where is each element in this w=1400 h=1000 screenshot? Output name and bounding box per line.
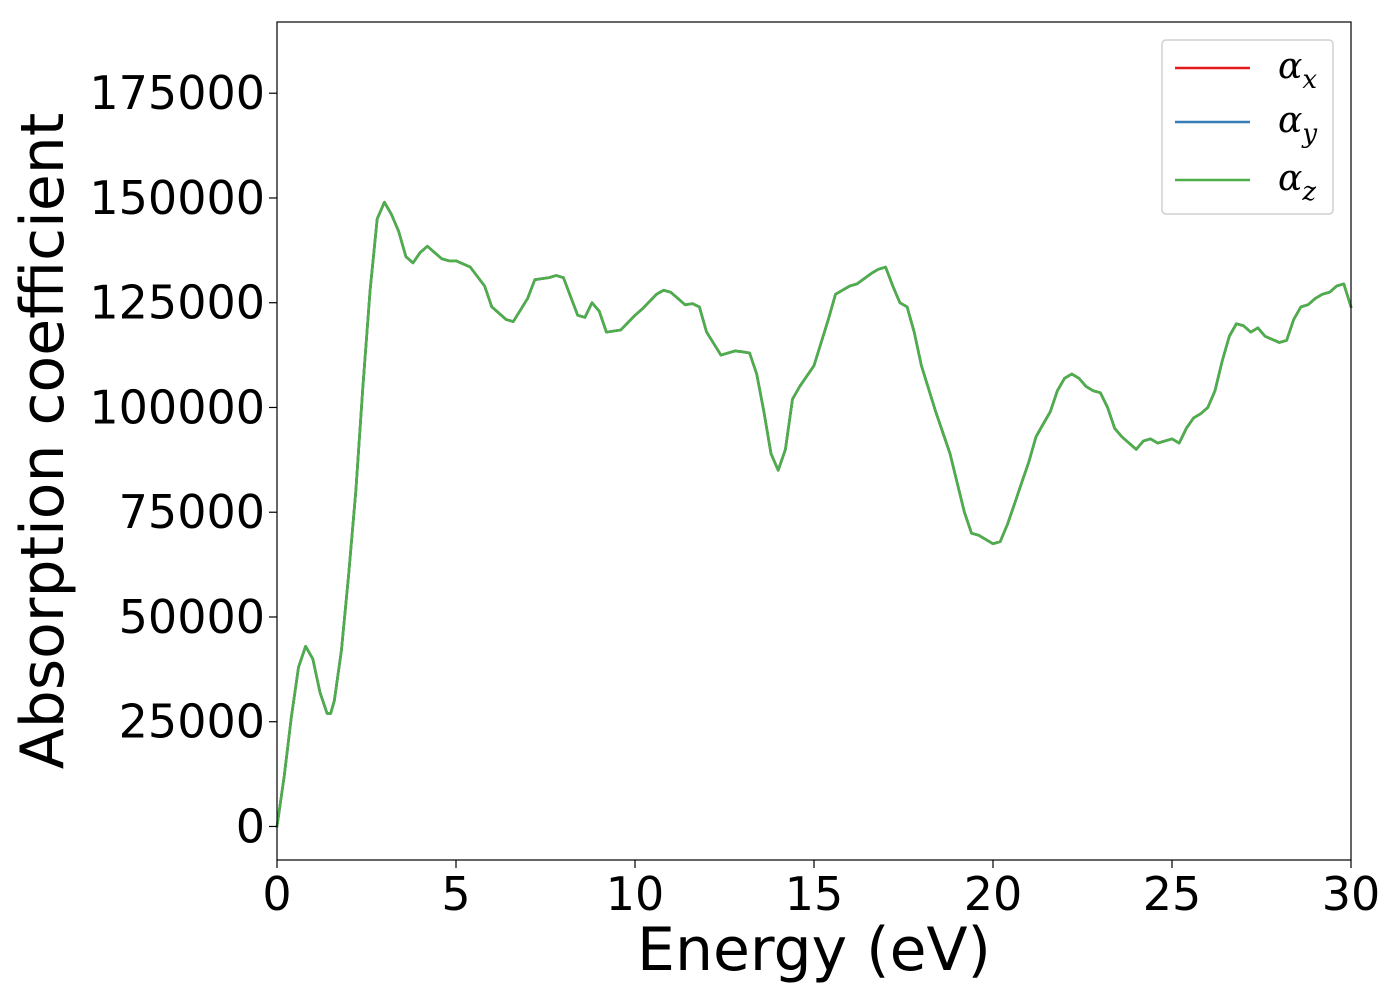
x-axis-ticks: 0 5 10 15 20 25 30	[262, 860, 1380, 921]
legend-entries: αx αy αz	[1175, 46, 1317, 207]
x-axis-title: Energy (eV)	[637, 915, 991, 985]
x-tick-label: 10	[606, 867, 665, 921]
legend-label-y: αy	[1278, 100, 1317, 149]
legend-box	[1161, 39, 1334, 215]
y-tick-label: 25000	[119, 695, 265, 749]
y-tick-label: 50000	[119, 590, 265, 644]
x-tick-label: 25	[1143, 867, 1202, 921]
y-tick-label: 100000	[89, 380, 265, 434]
legend: αx αy αz	[1161, 39, 1334, 215]
y-tick-label: 0	[236, 799, 265, 853]
x-tick-label: 0	[262, 867, 291, 921]
legend-label-z: αz	[1278, 158, 1316, 207]
y-tick-label: 125000	[89, 276, 265, 330]
legend-label-x: αx	[1278, 46, 1317, 95]
y-axis-ticks: 0 25000 50000 75000 100000 125000 150000 175000	[89, 66, 277, 853]
x-tick-label: 20	[964, 867, 1023, 921]
x-tick-label: 30	[1322, 867, 1381, 921]
x-tick-label: 15	[785, 867, 844, 921]
y-tick-label: 150000	[89, 171, 265, 225]
x-tick-label: 5	[441, 867, 470, 921]
y-tick-label: 175000	[89, 66, 265, 120]
series-line-z	[275, 200, 1353, 828]
y-tick-label: 75000	[119, 485, 265, 539]
y-axis-title: Absorption coefficient	[8, 113, 78, 770]
series-layer	[275, 200, 1353, 828]
